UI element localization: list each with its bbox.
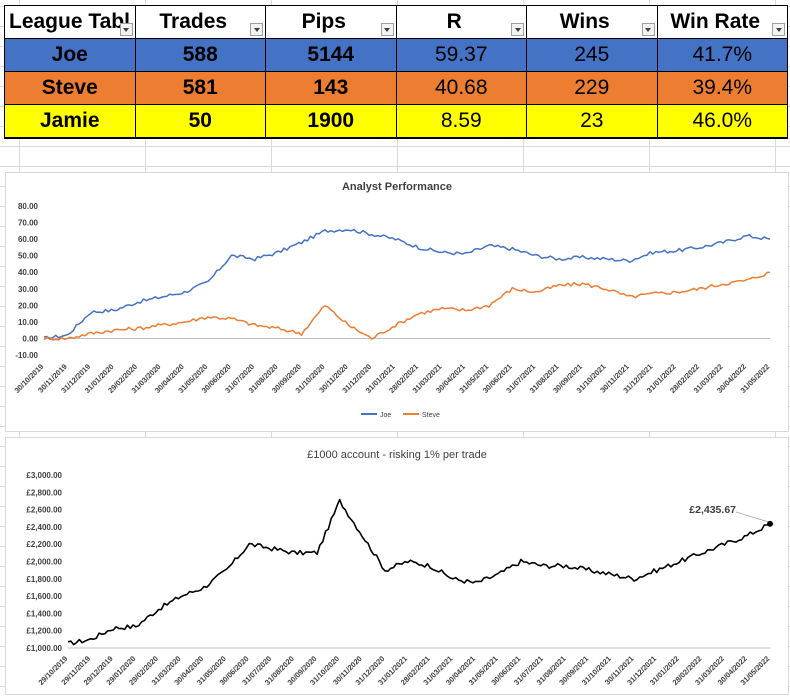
cell-r[interactable]: 40.68 xyxy=(396,72,527,105)
header-trades: Trades xyxy=(135,6,266,39)
cell-wins[interactable]: 245 xyxy=(527,39,658,72)
y-tick-label: 60.00 xyxy=(18,235,39,244)
table-row[interactable]: Jamie 50 1900 8.59 23 46.0% xyxy=(5,105,788,139)
table-row[interactable]: Steve 581 143 40.68 229 39.4% xyxy=(5,72,788,105)
cell-wins[interactable]: 23 xyxy=(527,105,658,139)
chart-title: £1000 account - risking 1% per trade xyxy=(307,449,487,461)
cell-trades[interactable]: 50 xyxy=(135,105,266,139)
analyst-performance-svg: Analyst Performance 80.00 70.00 60.00 50.00 4… xyxy=(6,173,788,431)
series-line-steve xyxy=(44,272,770,340)
annotation-leader-line xyxy=(736,512,768,522)
sort-descending-icon[interactable] xyxy=(511,23,524,36)
cell-win-rate[interactable]: 41.7% xyxy=(657,39,788,72)
header-r: R xyxy=(396,6,527,39)
filter-dropdown-icon[interactable] xyxy=(250,23,263,36)
end-value-annotation: £2,435.67 xyxy=(689,504,736,516)
table-row[interactable]: Joe 588 5144 59.37 245 41.7% xyxy=(5,39,788,72)
y-tick-label: £1,600.00 xyxy=(26,592,62,601)
cell-pips[interactable]: 143 xyxy=(266,72,397,105)
y-tick-label: 10.00 xyxy=(18,318,39,327)
legend-label-steve: Steve xyxy=(422,412,440,419)
y-tick-label: -10.00 xyxy=(15,351,38,360)
cell-pips[interactable]: 1900 xyxy=(266,105,397,139)
y-tick-label: 50.00 xyxy=(18,252,39,261)
cell-win-rate[interactable]: 39.4% xyxy=(657,72,788,105)
series-line-balance xyxy=(68,500,770,645)
y-tick-label: £1,800.00 xyxy=(26,575,62,584)
y-tick-label: 0.00 xyxy=(22,334,38,343)
league-table: League Tabl Trades Pips R Wins Win Rate … xyxy=(4,5,788,139)
cell-trades[interactable]: 581 xyxy=(135,72,266,105)
y-tick-label: £2,800.00 xyxy=(26,488,62,497)
y-tick-label: £1,400.00 xyxy=(26,609,62,618)
y-tick-label: £1,200.00 xyxy=(26,627,62,636)
header-pips: Pips xyxy=(266,6,397,39)
header-win-rate: Win Rate xyxy=(657,6,788,39)
cell-trades[interactable]: 588 xyxy=(135,39,266,72)
y-tick-label: £2,600.00 xyxy=(26,506,62,515)
y-tick-label: £2,400.00 xyxy=(26,523,62,532)
filter-dropdown-icon[interactable] xyxy=(642,23,655,36)
filter-dropdown-icon[interactable] xyxy=(381,23,394,36)
y-tick-label: 20.00 xyxy=(18,301,39,310)
header-league: League Tabl xyxy=(5,6,136,39)
series-line-joe xyxy=(44,230,770,340)
cell-r[interactable]: 8.59 xyxy=(396,105,527,139)
account-balance-svg: £1000 account - risking 1% per trade £3,0… xyxy=(6,438,788,694)
end-point-marker xyxy=(768,521,773,526)
y-tick-label: £2,200.00 xyxy=(26,540,62,549)
header-wins: Wins xyxy=(527,6,658,39)
legend-label-joe: Joe xyxy=(380,412,391,419)
cell-win-rate[interactable]: 46.0% xyxy=(657,105,788,139)
y-tick-label: 80.00 xyxy=(18,202,39,211)
y-tick-label: £3,000.00 xyxy=(26,471,62,480)
y-tick-label: £2,000.00 xyxy=(26,558,62,567)
y-tick-label: £1,000.00 xyxy=(26,644,62,653)
filter-dropdown-icon[interactable] xyxy=(772,23,785,36)
cell-pips[interactable]: 5144 xyxy=(266,39,397,72)
cell-wins[interactable]: 229 xyxy=(527,72,658,105)
cell-r[interactable]: 59.37 xyxy=(396,39,527,72)
header-row: League Tabl Trades Pips R Wins Win Rate xyxy=(5,6,788,39)
cell-name[interactable]: Joe xyxy=(5,39,136,72)
analyst-performance-chart[interactable]: Analyst Performance 80.00 70.00 60.00 50.00 4… xyxy=(5,172,789,432)
cell-name[interactable]: Steve xyxy=(5,72,136,105)
y-tick-label: 30.00 xyxy=(18,285,39,294)
filter-dropdown-icon[interactable] xyxy=(120,23,133,36)
chart-title: Analyst Performance xyxy=(342,181,452,193)
cell-name[interactable]: Jamie xyxy=(5,105,136,139)
account-balance-chart[interactable]: £1000 account - risking 1% per trade £3,0… xyxy=(5,437,789,695)
y-tick-label: 70.00 xyxy=(18,219,39,228)
y-tick-label: 40.00 xyxy=(18,268,39,277)
